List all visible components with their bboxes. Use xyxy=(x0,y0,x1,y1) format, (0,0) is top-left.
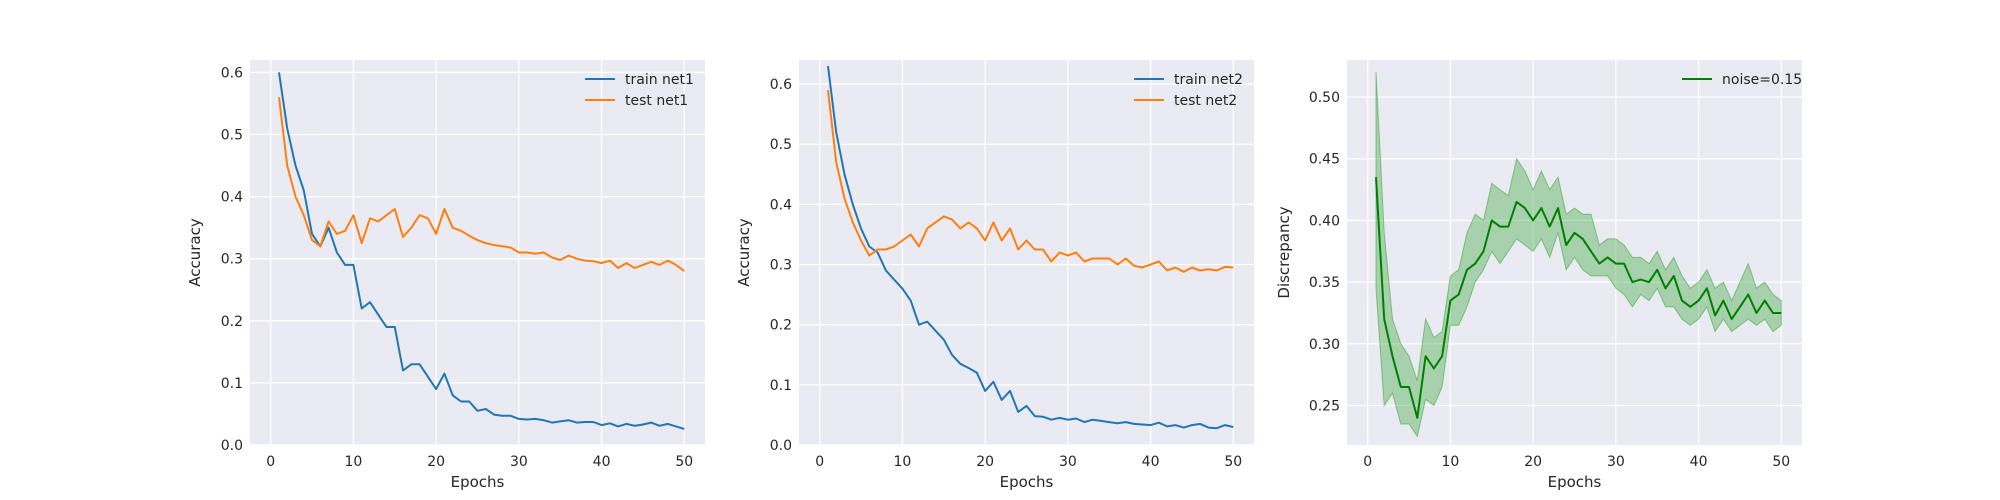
x-tick-label: 0 xyxy=(815,454,824,470)
x-tick-label: 10 xyxy=(893,454,911,470)
legend-label: test net1 xyxy=(625,93,688,109)
x-axis-label: Epochs xyxy=(1000,473,1054,491)
confidence-band xyxy=(1375,72,1782,438)
y-axis-label: Discrepancy xyxy=(1275,206,1293,298)
legend-label: noise=0.15 xyxy=(1722,72,1802,88)
x-tick-label: 10 xyxy=(1441,454,1459,470)
series-line-train-net2 xyxy=(827,65,1234,430)
x-tick-label: 0 xyxy=(1363,454,1372,470)
x-tick-label: 40 xyxy=(1142,454,1160,470)
legend-label: test net2 xyxy=(1174,93,1237,109)
x-tick-label: 50 xyxy=(675,454,693,470)
y-tick-label: 0.3 xyxy=(770,258,792,274)
y-tick-label: 0.0 xyxy=(221,438,243,454)
y-tick-label: 0.6 xyxy=(770,77,792,93)
x-axis-label: Epochs xyxy=(451,473,505,491)
x-tick-label: 30 xyxy=(510,454,528,470)
chart-panel-1: 0 10 20 30 40 50 0.0 0.1 0.2 0.3 0.4 0.5 0.6 Epochs Ac… xyxy=(186,60,705,491)
x-tick-label: 20 xyxy=(1524,454,1542,470)
y-tick-label: 0.1 xyxy=(770,378,792,394)
x-tick-label: 30 xyxy=(1607,454,1625,470)
y-tick-label: 0.6 xyxy=(221,65,243,81)
y-tick-label: 0.35 xyxy=(1309,275,1340,291)
y-tick-label: 0.50 xyxy=(1309,90,1340,106)
y-tick-label: 0.2 xyxy=(770,318,792,334)
plot-area xyxy=(250,60,705,445)
y-tick-label: 0.30 xyxy=(1309,337,1340,353)
series-line-train-net1 xyxy=(278,72,685,430)
y-tick-label: 0.4 xyxy=(221,190,243,206)
y-tick-label: 0.25 xyxy=(1309,399,1340,415)
x-tick-label: 50 xyxy=(1224,454,1242,470)
y-tick-label: 0.4 xyxy=(770,197,792,213)
y-axis-label: Accuracy xyxy=(186,218,204,287)
y-tick-label: 0.5 xyxy=(770,137,792,153)
series-line-test-net2 xyxy=(827,89,1234,273)
x-tick-label: 0 xyxy=(266,454,275,470)
y-tick-label: 0.40 xyxy=(1309,213,1340,229)
y-tick-label: 0.5 xyxy=(221,128,243,144)
chart-panel-2: 0 10 20 30 40 50 0.0 0.1 0.2 0.3 0.4 0.5 0.6 Epochs Ac… xyxy=(735,60,1254,491)
y-tick-label: 0.45 xyxy=(1309,152,1340,168)
series-line-noise-0-15 xyxy=(1375,177,1782,419)
x-tick-label: 40 xyxy=(593,454,611,470)
x-tick-label: 10 xyxy=(344,454,362,470)
y-tick-label: 0.2 xyxy=(221,314,243,330)
x-tick-label: 30 xyxy=(1059,454,1077,470)
x-tick-label: 50 xyxy=(1772,454,1790,470)
y-axis-label: Accuracy xyxy=(735,218,753,287)
legend-label: train net1 xyxy=(625,72,694,88)
y-tick-label: 0.1 xyxy=(221,376,243,392)
y-tick-label: 0.0 xyxy=(770,438,792,454)
x-tick-label: 20 xyxy=(976,454,994,470)
chart-panel-3: 0 10 20 30 40 50 0.25 0.30 0.35 0.40 0.45 0.50 Epoch… xyxy=(1275,60,1802,491)
series-line-test-net1 xyxy=(278,97,685,272)
legend-label: train net2 xyxy=(1174,72,1243,88)
x-tick-label: 40 xyxy=(1690,454,1708,470)
x-tick-label: 20 xyxy=(427,454,445,470)
x-axis-label: Epochs xyxy=(1548,473,1602,491)
y-tick-label: 0.3 xyxy=(221,252,243,268)
